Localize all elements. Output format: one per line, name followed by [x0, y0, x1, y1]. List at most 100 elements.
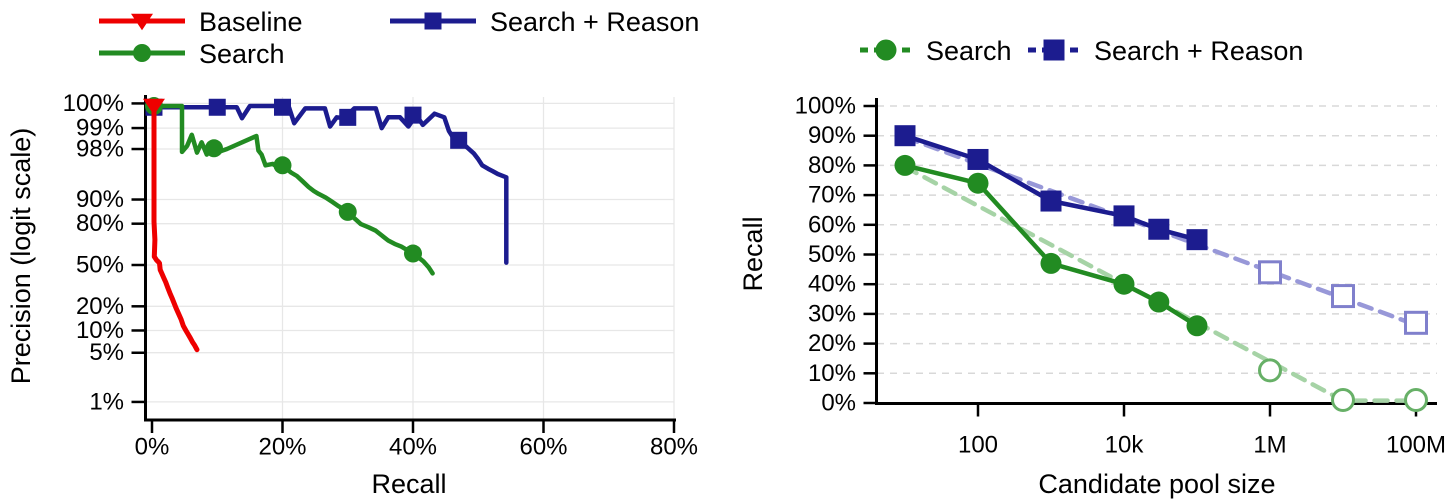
y-tick-label: 99%	[76, 115, 124, 142]
x-axis-label: Candidate pool size	[1038, 469, 1275, 499]
data-point	[1404, 310, 1428, 335]
y-tick-label: 20%	[76, 293, 124, 320]
data-point	[1040, 190, 1062, 212]
legend-item-search: Search	[99, 39, 285, 69]
x-tick-label: 1M	[1253, 432, 1286, 459]
y-axis-label: Recall	[738, 216, 768, 291]
series-search-reason	[894, 125, 1208, 251]
x-axis: 0% 20% 40% 60% 80%	[135, 420, 698, 461]
data-point	[1331, 284, 1355, 309]
y-tick-label: 70%	[808, 182, 856, 209]
data-point	[338, 202, 357, 221]
series-search	[894, 154, 1208, 337]
x-axis: 100 10k 1M 100M	[958, 403, 1446, 459]
data-point	[204, 139, 223, 158]
data-point	[1148, 218, 1170, 240]
y-tick-label: 60%	[808, 211, 856, 238]
data-point	[1404, 388, 1428, 413]
data-point	[875, 39, 897, 61]
y-tick-label: 90%	[808, 122, 856, 149]
recall-vs-pool-chart: 100%90%80%70%60%50%40%30%20%10%0%100 10k 1…	[738, 36, 1446, 499]
data-point	[131, 13, 153, 31]
y-tick-label: 1%	[89, 388, 124, 415]
legend: Search Search + Reason	[860, 36, 1303, 66]
axes	[144, 95, 676, 422]
gridlines	[146, 97, 675, 419]
data-point	[1258, 260, 1282, 285]
legend-item-baseline: Baseline	[99, 7, 303, 37]
x-tick-label: 80%	[650, 434, 698, 461]
series-search-extrapolated	[1258, 358, 1428, 413]
precision-recall-chart: 100%99%98%90%80%50%20%10%5%1%0% 20% 40% 60%…	[6, 7, 699, 499]
legend-label: Search + Reason	[490, 7, 699, 37]
x-tick-label: 100M	[1386, 432, 1446, 459]
data-point	[967, 172, 989, 194]
data-point	[339, 108, 357, 126]
data-point	[1331, 388, 1355, 413]
y-tick-label: 50%	[76, 252, 124, 279]
legend-label: Search + Reason	[1094, 36, 1303, 66]
x-tick-label: 60%	[519, 434, 567, 461]
y-tick-label: 100%	[795, 93, 856, 120]
series-search-reason-extrapolated	[1258, 260, 1428, 335]
data-point	[273, 156, 292, 175]
y-tick-label: 40%	[808, 271, 856, 298]
x-tick-label: 10k	[1105, 432, 1145, 459]
series-search-reason	[145, 98, 509, 265]
data-point	[404, 244, 422, 263]
legend-item-search-reason: Search + Reason	[1028, 36, 1303, 66]
y-axis: 100%90% 80% 70%60% 50% 40%30% 20% 10% 0%	[795, 93, 876, 417]
series-search-markers	[894, 154, 1208, 337]
data-point	[1148, 291, 1170, 313]
data-point	[1113, 273, 1135, 295]
legend-label: Search	[926, 36, 1012, 66]
data-point	[894, 154, 916, 176]
series-baseline-markers	[142, 98, 165, 116]
data-point	[142, 98, 165, 116]
legend-label: Baseline	[199, 7, 303, 37]
y-tick-label: 10%	[76, 317, 124, 344]
y-tick-label: 10%	[808, 360, 856, 387]
series-search-extrapolated-markers	[1258, 358, 1428, 413]
y-tick-label: 80%	[76, 210, 124, 237]
series-search	[144, 97, 435, 276]
x-tick-label: 100	[958, 432, 998, 459]
data-point	[967, 148, 989, 170]
series-search-reason-extrapolated-markers	[1258, 260, 1428, 335]
data-point	[424, 12, 442, 30]
axes	[875, 98, 1437, 405]
y-tick-label: 0%	[821, 390, 856, 417]
y-tick-label: 5%	[89, 339, 124, 366]
legend-item-search-reason: Search + Reason	[390, 7, 699, 37]
data-point	[894, 125, 916, 147]
y-tick-label: 50%	[808, 241, 856, 268]
series-search-line	[151, 103, 435, 276]
data-point	[133, 44, 151, 62]
data-point	[404, 106, 422, 124]
y-axis: 100%99%98% 90%80% 50% 20%10%5% 1%	[63, 90, 145, 415]
data-point	[1040, 252, 1062, 274]
legend-label: Search	[199, 39, 285, 69]
y-tick-label: 90%	[76, 186, 124, 213]
series-baseline-line	[151, 103, 200, 353]
x-axis-label: Recall	[371, 469, 446, 499]
y-tick-label: 80%	[808, 152, 856, 179]
y-tick-label: 100%	[63, 90, 124, 117]
x-tick-label: 40%	[389, 434, 437, 461]
data-point	[1186, 315, 1208, 337]
data-point	[274, 98, 291, 116]
data-point	[1186, 229, 1208, 251]
series-search-reason-line	[151, 103, 509, 265]
data-point	[450, 131, 468, 149]
y-axis-label: Precision (logit scale)	[6, 128, 36, 385]
y-tick-label: 30%	[808, 300, 856, 327]
data-point	[1258, 358, 1282, 383]
data-point	[1043, 39, 1065, 61]
series-search-reason-markers	[894, 125, 1208, 251]
y-tick-label: 20%	[808, 330, 856, 357]
x-tick-label: 0%	[135, 434, 170, 461]
x-tick-label: 20%	[258, 434, 306, 461]
